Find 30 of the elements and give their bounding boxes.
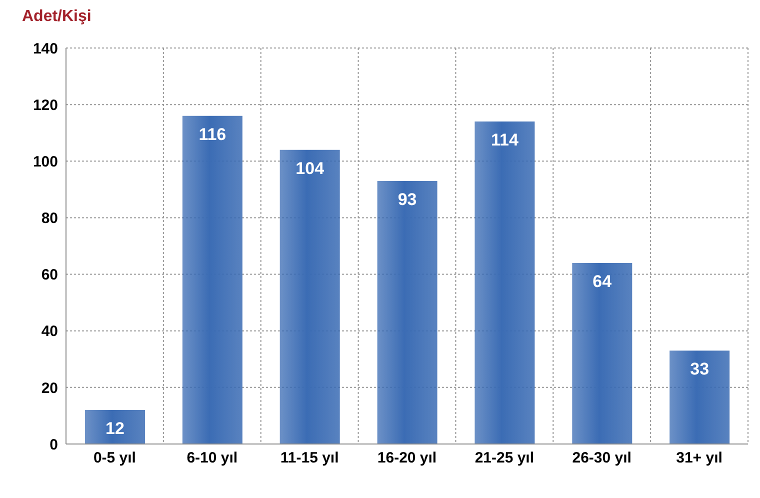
- data-label: 33: [690, 360, 710, 379]
- y-tick-label: 40: [41, 323, 58, 340]
- data-label: 116: [198, 124, 226, 144]
- bar: [85, 410, 145, 444]
- x-tick-label: 26-30 yıl: [572, 450, 632, 467]
- x-tick-label: 11-15 yıl: [280, 450, 339, 467]
- y-tick-label: 20: [41, 380, 58, 397]
- data-label: 104: [296, 158, 325, 178]
- data-label: 93: [398, 190, 417, 210]
- y-tick-label: 60: [41, 266, 58, 284]
- y-tick-label: 0: [50, 436, 58, 454]
- bar: [572, 262, 632, 444]
- y-tick-label: 140: [32, 40, 58, 58]
- x-tick-label: 21-25 yıl: [474, 450, 534, 467]
- bar: [182, 116, 242, 444]
- bar: [280, 150, 340, 444]
- y-axis-title: Adet/Kişi: [22, 8, 92, 26]
- y-tick-label: 120: [32, 96, 58, 114]
- data-label: 64: [592, 272, 612, 292]
- bar: [670, 350, 730, 444]
- x-tick-label: 16-20 yıl: [377, 450, 437, 467]
- x-tick-label: 31+ yıl: [676, 450, 722, 467]
- y-tick-label: 80: [41, 210, 58, 228]
- bar: [474, 122, 535, 444]
- data-label: 114: [490, 130, 519, 150]
- bar: [377, 180, 438, 444]
- x-tick-label: 6-10 yıl: [186, 450, 238, 467]
- x-tick-label: 0-5 yıl: [93, 450, 136, 467]
- data-label: 12: [106, 419, 124, 438]
- y-tick-label: 100: [32, 153, 58, 170]
